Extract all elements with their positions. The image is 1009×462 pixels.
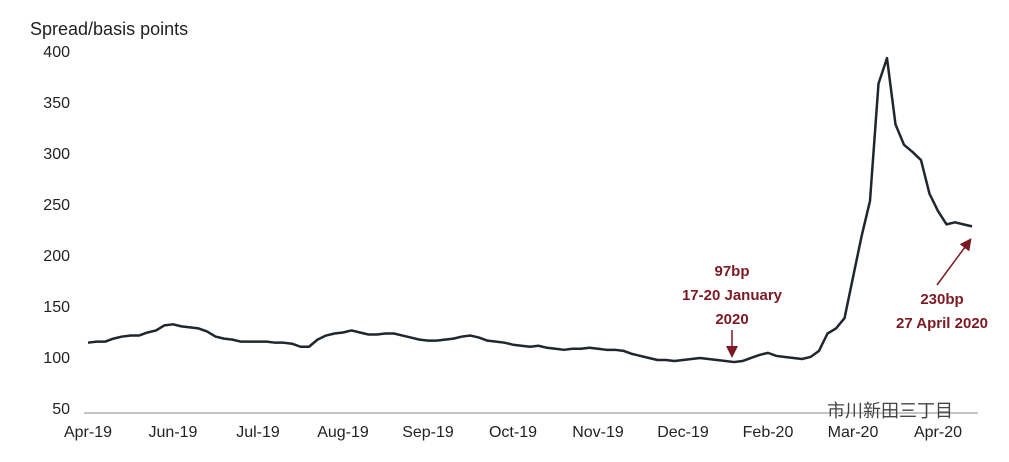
y-tick-label: 200: [43, 248, 70, 265]
x-tick-label: Nov-19: [572, 424, 624, 441]
y-tick-label: 150: [43, 299, 70, 316]
x-tick-label: Sep-19: [402, 424, 454, 441]
x-tick-label: Aug-19: [317, 424, 369, 441]
y-tick-label: 400: [43, 44, 70, 61]
annotation: 230bp: [920, 291, 963, 308]
arrow: [936, 238, 972, 286]
x-tick-label: Apr-19: [64, 424, 112, 441]
y-tick-label: 350: [43, 95, 70, 112]
line: [87, 56, 973, 364]
annotation: 97bp: [714, 263, 749, 280]
y-tick-label: 100: [43, 350, 70, 367]
x-tick-label: Jul-19: [236, 424, 280, 441]
y-axis-label: Spread/basis points: [30, 19, 188, 39]
x-tick-label: Dec-19: [657, 424, 709, 441]
x-tick-label: Jun-19: [149, 424, 198, 441]
y-tick-label: 50: [52, 401, 70, 418]
annotation: 2020: [715, 311, 748, 328]
annotation: 27 April 2020: [896, 315, 988, 332]
x-tick-label: Feb-20: [743, 424, 794, 441]
x-tick-label: Mar-20: [828, 424, 879, 441]
y-tick-label: 300: [43, 146, 70, 163]
x-tick-label: Apr-20: [914, 424, 962, 441]
annotation: 17-20 January: [682, 287, 783, 304]
watermark: 市川新田三丁目: [827, 401, 953, 421]
x-tick-label: Oct-19: [489, 424, 537, 441]
y-tick-label: 250: [43, 197, 70, 214]
